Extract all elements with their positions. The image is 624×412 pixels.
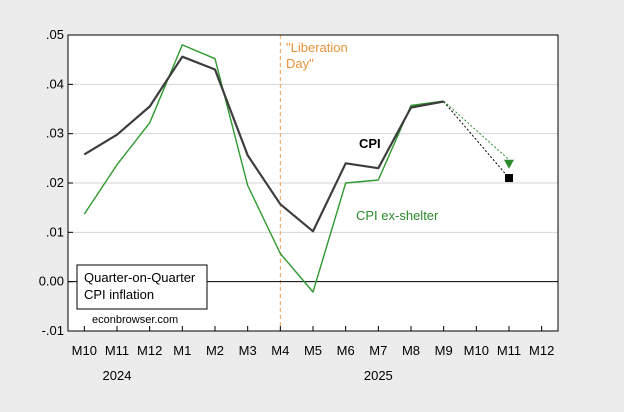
- x-tick-label: M4: [271, 343, 289, 358]
- cpi-ex-shelter-series-label: CPI ex-shelter: [356, 208, 439, 223]
- y-tick-label: .01: [46, 224, 64, 239]
- cpi-ex-shelter-series-line: [83, 44, 444, 293]
- x-tick-label: M9: [435, 343, 453, 358]
- y-axis-ticks: -.01 0.00 .01 .02 .03 .04 .05: [39, 27, 73, 338]
- x-tick-label: M1: [173, 343, 191, 358]
- year-label: 2025: [364, 368, 393, 383]
- x-tick-label: M3: [239, 343, 257, 358]
- x-tick-label: M5: [304, 343, 322, 358]
- y-tick-label: .04: [46, 76, 64, 91]
- x-tick-label: M10: [464, 343, 489, 358]
- x-axis-ticks: M10 M11 M12 M1 M2 M3 M4 M5 M6 M7 M8 M9 M10 M11 M12 2024…: [72, 326, 554, 383]
- y-tick-label: -.01: [42, 323, 64, 338]
- x-tick-label: M10: [72, 343, 97, 358]
- x-tick-label: M12: [137, 343, 162, 358]
- cpi-ex-shelter-projection-line: [443, 100, 510, 161]
- y-tick-label: .02: [46, 175, 64, 190]
- vline-label-line-1: "Liberation: [286, 40, 348, 55]
- x-tick-label: M11: [105, 343, 129, 358]
- cpi-projection-line: [443, 101, 510, 179]
- projection-layer: [443, 100, 514, 183]
- y-tick-label: 0.00: [39, 274, 64, 289]
- y-tick-label: .03: [46, 126, 64, 141]
- x-tick-label: M2: [206, 343, 224, 358]
- grid-lines: [68, 83, 558, 233]
- source-label: econbrowser.com: [92, 314, 178, 326]
- y-tick-label: .05: [46, 27, 64, 42]
- legend-line-2: CPI inflation: [84, 287, 154, 302]
- legend-box: [76, 264, 208, 310]
- x-tick-label: M12: [529, 343, 554, 358]
- cpi-series-label: CPI: [359, 136, 381, 151]
- cpi-series-line: [83, 55, 444, 233]
- cpi-projection-marker: [505, 174, 513, 183]
- vline-label-line-2: Day": [286, 56, 314, 71]
- cpi-ex-shelter-projection-marker: [504, 159, 514, 169]
- legend-line-1: Quarter-on-Quarter: [84, 270, 196, 285]
- series-layer: [83, 44, 444, 293]
- year-label: 2024: [103, 368, 132, 383]
- x-tick-label: M11: [497, 343, 521, 358]
- x-tick-label: M6: [337, 343, 355, 358]
- x-tick-label: M8: [402, 343, 420, 358]
- x-tick-label: M7: [369, 343, 387, 358]
